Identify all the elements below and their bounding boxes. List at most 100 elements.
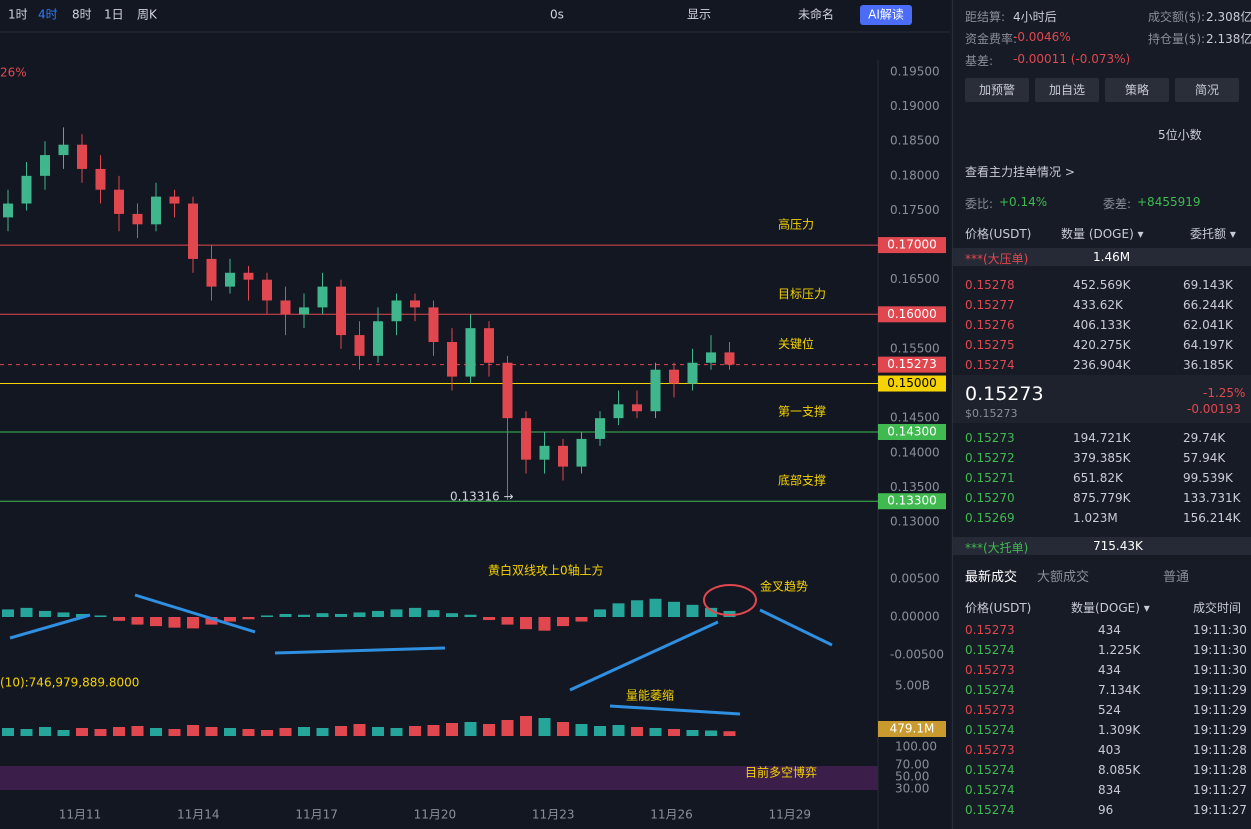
volume-bar — [57, 730, 70, 736]
asks-cell: 0.15276 — [965, 318, 1015, 332]
trade-cell: 8.085K — [1098, 763, 1141, 777]
price-tick: 0.19500 — [890, 65, 940, 79]
volume-bar — [649, 728, 662, 736]
panel-button[interactable]: 加自选 — [1035, 78, 1099, 102]
interval-tab[interactable]: 8时 — [72, 8, 92, 22]
osc-band — [0, 766, 878, 790]
candle-body — [299, 307, 309, 315]
price-tick: 0.18000 — [890, 168, 940, 182]
candle-body — [336, 286, 346, 336]
macd-bar — [409, 607, 421, 617]
date-label: 11月26 — [650, 808, 693, 822]
bids-cell: 57.94K — [1183, 451, 1226, 465]
ai-button[interactable]: AI解读 — [868, 8, 904, 22]
macd-bar — [57, 612, 70, 617]
osc-tick: 100.00 — [895, 740, 937, 754]
trade-cell: 0.15274 — [965, 763, 1015, 777]
candle-body — [262, 279, 272, 301]
osc-note: 目前多空博弈 — [745, 765, 817, 780]
volume-last: 479.1M — [890, 722, 935, 736]
price-tick: 0.15500 — [890, 341, 940, 355]
interval-tab[interactable]: 1日 — [104, 8, 124, 22]
display-menu[interactable]: 显示 — [687, 8, 711, 22]
candle-body — [151, 196, 161, 225]
macd-bar — [501, 617, 514, 625]
book-header: 数量 (DOGE) ▾ — [1061, 227, 1144, 241]
arrow — [274, 646, 446, 655]
panel-button[interactable]: 策略 — [1105, 78, 1169, 102]
candle-body — [484, 328, 494, 363]
candle-body — [447, 342, 457, 377]
candle-body — [687, 362, 698, 384]
volume-bar — [612, 725, 625, 736]
macd-bar — [205, 617, 218, 625]
trade-tab[interactable]: 大额成交 — [1037, 570, 1090, 585]
volume-bar — [113, 727, 125, 736]
ai-button-bg[interactable] — [860, 5, 912, 25]
bids-cell: 0.15273 — [965, 431, 1015, 445]
candle-body — [595, 418, 605, 439]
osc-tick: 30.00 — [895, 782, 929, 796]
trade-header: 数量(DOGE) ▾ — [1071, 601, 1150, 615]
trade-tab[interactable]: 普通 — [1163, 570, 1190, 585]
price-label-bg — [878, 375, 946, 392]
macd-bar — [113, 617, 125, 621]
price-label: 0.14300 — [887, 425, 937, 439]
interval-tab[interactable]: 4时 — [38, 8, 58, 22]
candle-body — [373, 321, 383, 356]
macd-bar — [538, 617, 551, 631]
macd-bar — [187, 617, 199, 629]
stat-val: -0.0046% — [1013, 30, 1071, 44]
main-orders[interactable]: 查看主力挂单情况 > — [965, 165, 1075, 179]
candle-body — [521, 418, 531, 460]
osc-tick: 70.00 — [895, 758, 929, 772]
candle-body — [539, 445, 550, 460]
decimals[interactable]: 5位小数 — [1158, 128, 1202, 142]
macd-bar — [242, 617, 255, 620]
date-label: 11月11 — [59, 808, 102, 822]
price-tick: 0.13000 — [890, 515, 940, 529]
cross-circle — [703, 584, 757, 616]
trade-tab[interactable]: 最新成交 — [965, 570, 1018, 585]
cross-note: 金叉趋势 — [760, 579, 808, 594]
interval-tab[interactable]: 1时 — [8, 8, 28, 22]
macd-bar — [353, 612, 366, 617]
book-header: 委托额 ▾ — [1190, 227, 1236, 241]
interval-tab[interactable]: 周K — [137, 8, 158, 22]
volume-bar — [353, 724, 366, 736]
volume-bar — [131, 726, 144, 736]
last-chg: -0.00193 — [1187, 402, 1241, 416]
macd-bar — [372, 610, 384, 617]
level-annotation: 高压力 — [778, 217, 814, 232]
asks-cell: 0.15277 — [965, 298, 1015, 312]
trade-header: 成交时间 — [1193, 601, 1242, 615]
date-label: 11月17 — [295, 808, 338, 822]
asks-cell: 0.15274 — [965, 358, 1015, 372]
layout-name[interactable]: 未命名 — [798, 7, 834, 22]
price-label: 0.15273 — [887, 357, 937, 371]
macd-bar — [686, 604, 699, 617]
osc-tick: 50.00 — [895, 770, 929, 784]
arrow — [9, 613, 91, 640]
volume-bar — [501, 720, 514, 736]
macd-tick: -0.00500 — [890, 648, 944, 662]
panel-button[interactable]: 简况 — [1175, 78, 1239, 102]
bids-cell: 194.721K — [1073, 431, 1131, 445]
price-label: 0.16000 — [887, 307, 937, 321]
trade-cell: 0.15274 — [965, 683, 1015, 697]
candle-body — [650, 369, 661, 412]
date-label: 11月29 — [769, 808, 812, 822]
volume-bar — [538, 718, 551, 736]
panel-button[interactable]: 加预警 — [965, 78, 1029, 102]
trade-cell: 0.15273 — [965, 703, 1015, 717]
candle-body — [576, 438, 587, 467]
stat-key: 资金费率: — [965, 32, 1018, 46]
trade-cell: 19:11:30 — [1193, 643, 1247, 657]
volume-bar — [261, 730, 273, 736]
candle-body — [188, 203, 198, 259]
candle-body — [391, 300, 402, 322]
ratio-key: 委比: — [965, 197, 994, 211]
asks-cell: 36.185K — [1183, 358, 1233, 372]
macd-bar — [631, 600, 643, 617]
